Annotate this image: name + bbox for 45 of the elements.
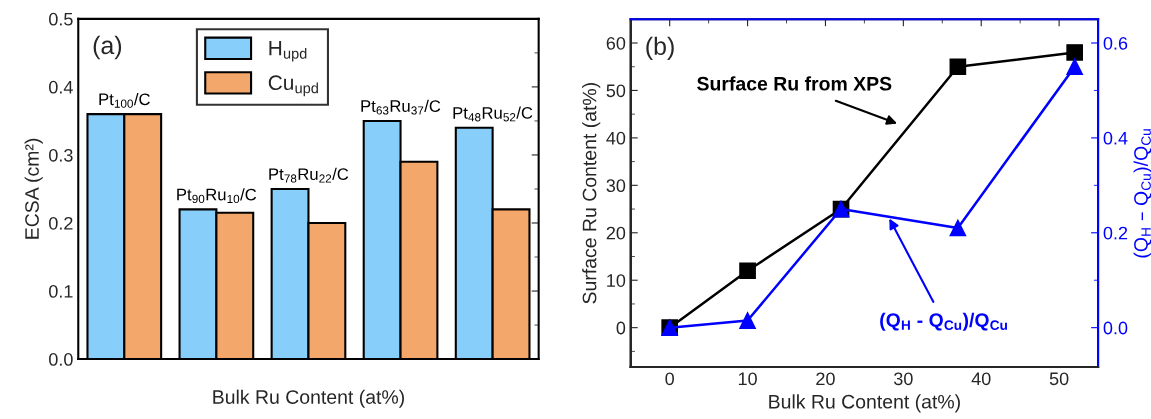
- x-tick-label: 10: [738, 372, 757, 386]
- text: (a): [93, 35, 122, 60]
- legend-label: Cu$_{upd}$: [268, 75, 318, 97]
- y-tick-label: 0.2: [49, 216, 73, 230]
- x-axis-title: Bulk Ru Content (at%): [769, 394, 960, 413]
- x-tick-label: Pt$_{100}$/C: [99, 92, 150, 108]
- y2-tick-label: 0.2: [1103, 226, 1128, 240]
- point: [1066, 58, 1084, 76]
- x-tick-label: Pt$_{90}$Ru$_{10}$/C: [177, 188, 257, 204]
- x-tick-label: 30: [893, 372, 913, 386]
- x-tick-label: Pt$_{78}$Ru$_{22}$/C: [269, 167, 349, 183]
- y-tick-label: 50: [606, 84, 626, 98]
- y-tick-label: 10: [607, 274, 626, 287]
- point: [949, 219, 967, 237]
- point: [739, 312, 756, 329]
- y-tick-label: 0.0: [49, 353, 73, 366]
- point: [949, 58, 967, 76]
- annotation: (Q$_{H}$ - Q$_{Cu}$)/Q$_{Cu}$: [880, 312, 1007, 331]
- y2-axis-title: (Q$_{H}$ – Q$_{Cu}$)/Q$_{Cu}$: [1133, 129, 1151, 258]
- x-tick-label: 40: [971, 372, 991, 386]
- y-axis-title: Surface Ru Content (at%): [582, 83, 601, 304]
- y-tick-label: 0.1: [49, 284, 73, 298]
- y-tick-label: 40: [606, 131, 626, 145]
- annotation: Surface Ru from XPS: [697, 76, 892, 91]
- y2-tick-label: 0.0: [1103, 321, 1128, 335]
- y-axis-title: ECSA (cm²): [24, 138, 43, 239]
- x-tick-label: Pt$_{48}$Ru$_{52}$/C: [453, 106, 533, 122]
- y-tick-label: 0.4: [49, 80, 73, 94]
- y2-tick-label: 0.6: [1103, 36, 1128, 50]
- x-axis-title: Bulk Ru Content (at%): [213, 389, 404, 408]
- x-tick-label: 20: [816, 372, 835, 386]
- legend-label: H$_{upd}$: [269, 40, 307, 62]
- point: [739, 262, 756, 280]
- text: (b): [646, 36, 674, 60]
- y-tick-label: 0: [616, 321, 626, 335]
- y-tick-label: 30: [606, 179, 626, 193]
- x-tick-label: 0: [665, 372, 675, 386]
- y-tick-label: 0.3: [49, 148, 73, 162]
- x-tick-label: 50: [1049, 372, 1069, 386]
- y2-tick-label: 0.4: [1103, 131, 1128, 145]
- x-tick-label: Pt$_{63}$Ru$_{37}$/C: [361, 99, 441, 115]
- y-tick-label: 20: [606, 226, 626, 240]
- y-tick-label: 0.5: [49, 12, 73, 26]
- y-tick-label: 60: [606, 36, 626, 50]
- point: [1066, 44, 1084, 61]
